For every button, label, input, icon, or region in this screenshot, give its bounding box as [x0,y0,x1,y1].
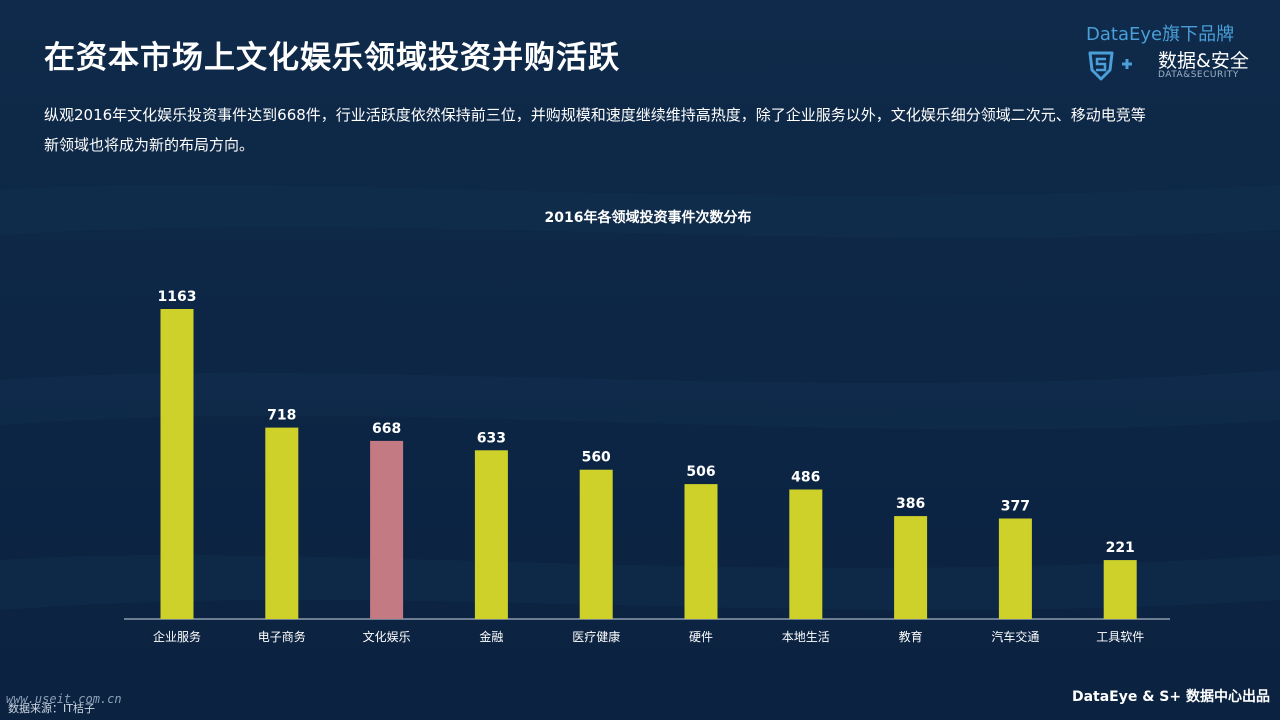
brand-name: 数据&安全 [1158,50,1249,72]
value-label-1: 718 [267,408,296,424]
bar-4 [579,469,613,619]
bar-group: 1163 企业服务 718 电子商务 668 文化娱乐 633 金融 560 医疗健康 506 硬件 4… [153,289,1144,644]
bar-8 [998,518,1032,619]
value-label-4: 560 [582,450,611,466]
bar-5 [684,484,718,619]
category-label-7: 教育 [899,629,923,644]
page-title: 在资本市场上文化娱乐领域投资并购活跃 [44,40,620,76]
value-label-0: 1163 [158,289,197,305]
category-label-0: 企业服务 [153,629,201,644]
bar-2 [370,440,404,619]
value-label-3: 633 [477,430,506,446]
value-label-9: 221 [1106,540,1135,556]
chart-title: 2016年各领域投资事件次数分布 [545,209,752,226]
value-label-5: 506 [686,464,715,480]
value-label-7: 386 [896,496,925,512]
category-label-5: 硬件 [689,630,713,644]
category-label-6: 本地生活 [782,630,830,644]
value-label-2: 668 [372,421,401,437]
brand-top-label: DataEye旗下品牌 [1086,24,1235,45]
s-plus-shield-icon [1088,51,1132,81]
page-description: 纵观2016年文化娱乐投资事件达到668件，行业活跃度依然保持前三位，并购规模和… [44,106,1146,154]
footer-watermark: www.useit.com.cn [6,692,122,706]
bar-6 [789,489,823,619]
footer-source: 数据来源：IT桔子 [8,702,95,715]
bar-1 [265,427,299,619]
category-label-9: 工具软件 [1096,630,1144,644]
category-label-2: 文化娱乐 [363,629,411,644]
category-label-8: 汽车交通 [991,629,1039,644]
brand-subtitle: DATA&SECURITY [1158,70,1239,80]
value-label-8: 377 [1001,499,1030,515]
value-label-6: 486 [791,470,820,486]
footer-credit: DataEye & S+ 数据中心出品 [1071,689,1270,705]
category-label-4: 医疗健康 [572,629,620,644]
bar-7 [894,516,928,619]
bar-9 [1103,560,1137,619]
bar-0 [160,309,194,619]
bar-3 [474,450,508,619]
category-label-3: 金融 [479,629,503,644]
category-label-1: 电子商务 [258,629,306,644]
